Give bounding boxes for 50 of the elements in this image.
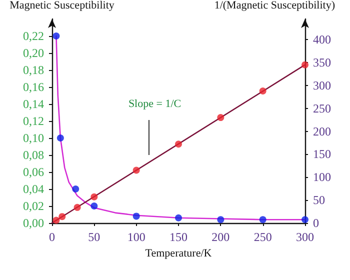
y2-tick-label: 200	[313, 124, 331, 138]
y-tick-label: 0,12	[23, 114, 44, 128]
annotation: Slope = 1/C	[128, 98, 182, 110]
point	[175, 214, 182, 222]
y-tick-label: 0,04	[23, 182, 44, 196]
point	[302, 216, 308, 224]
point	[259, 216, 266, 224]
y-tick-label: 0,06	[23, 165, 44, 179]
y2-tick-label: 150	[313, 147, 331, 162]
point	[56, 134, 64, 142]
point	[74, 204, 81, 211]
y-tick-label: 0,20	[23, 46, 44, 60]
y2-tick-label: 350	[313, 56, 331, 70]
point	[52, 32, 60, 40]
point	[58, 213, 66, 220]
y2-tick-label: 300	[313, 78, 331, 92]
y-tick-label: 0,08	[23, 148, 44, 162]
x-axis-title: Temperature/K	[145, 247, 212, 260]
point	[132, 166, 140, 174]
y2-tick-label: 100	[313, 170, 331, 184]
y-tick-label: 0,02	[23, 199, 44, 213]
y-tick-label: 0,22	[23, 29, 44, 43]
x-tick-label: 250	[254, 230, 272, 244]
y2-tick-label: 400	[313, 32, 331, 47]
x-tick-label: 100	[127, 230, 146, 244]
point	[72, 186, 80, 192]
x-tick-label: 50	[88, 230, 100, 244]
point	[90, 193, 98, 200]
point	[132, 212, 140, 220]
y2-axis-title: 1/(Magnetic Susceptibility)	[214, 0, 336, 12]
point	[217, 114, 224, 122]
point	[302, 61, 308, 68]
point	[90, 202, 98, 210]
y-tick-label: 0,18	[23, 63, 44, 77]
point	[175, 140, 182, 148]
x-tick-label: 200	[212, 230, 230, 244]
y-axis-title: Magnetic Susceptibility	[10, 0, 115, 12]
y-tick-label: 0,16	[23, 80, 44, 94]
y-tick-label: 0,14	[23, 97, 44, 111]
y2-tick-label: 0	[313, 216, 319, 230]
x-tick-label: 0	[49, 230, 55, 244]
y-tick-label: 0,10	[23, 131, 44, 145]
y2-tick-label: 50	[313, 193, 325, 208]
y-tick-label: 0,00	[23, 216, 44, 230]
point	[52, 216, 60, 224]
point	[259, 87, 266, 94]
point	[217, 216, 224, 224]
x-tick-label: 300	[296, 230, 314, 244]
x-tick-label: 150	[170, 230, 188, 244]
y2-tick-label: 250	[313, 101, 331, 116]
